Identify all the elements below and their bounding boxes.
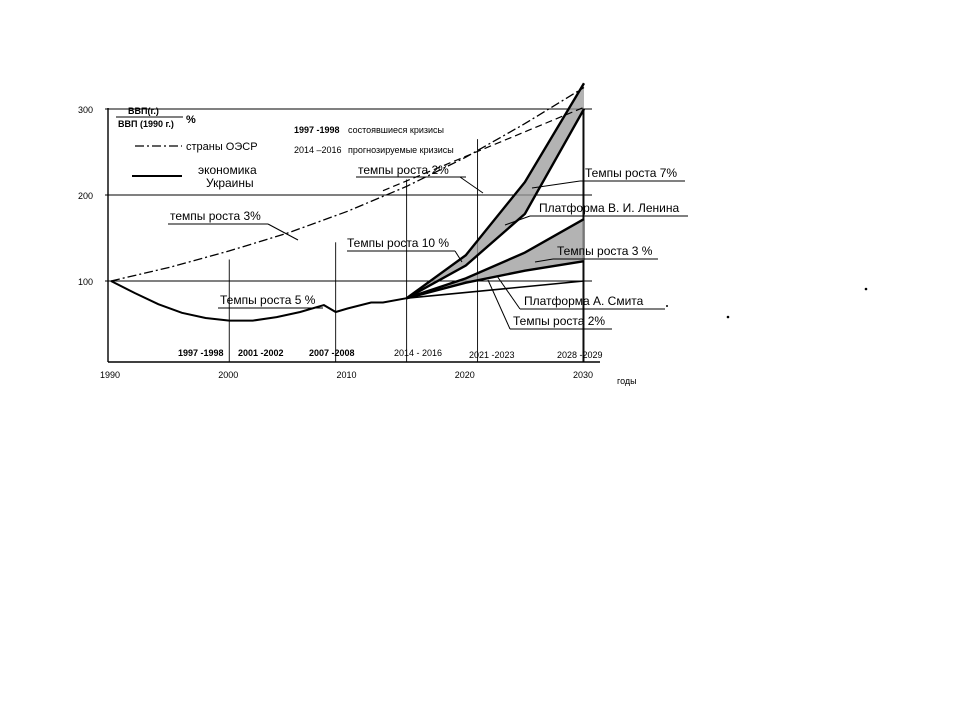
- annotation-growth-5: Темпы роста 5 %: [220, 293, 316, 307]
- annotation-growth-3-leader: [267, 223, 299, 241]
- y-tick-label-300: 300: [78, 105, 93, 115]
- crisis-label-5: 2028 -2029: [557, 350, 603, 360]
- legend-crisis-past-label: состоявшиеся кризисы: [348, 125, 444, 135]
- annotations: темпы роста 3% темпы роста 2% Темпы роста …: [168, 163, 868, 330]
- ylabel-bottom: ВВП (1990 г.): [118, 119, 174, 129]
- annotation-growth-7: Темпы роста 7%: [585, 166, 677, 180]
- annotation-growth-10: Темпы роста 10 %: [347, 236, 449, 250]
- ylabel-top: ВВП(г.): [128, 106, 159, 116]
- crisis-label-3: 2014 - 2016: [394, 348, 442, 358]
- series-line-ukraine: [110, 280, 407, 322]
- annotation-growth-2-bottom: Темпы роста 2%: [513, 314, 605, 328]
- projection-shading: [406, 83, 584, 299]
- projection-line-3: [406, 260, 585, 300]
- legend: 1997 -1998 состоявшиеся кризисы 2014 –2016…: [116, 106, 637, 386]
- annotation-growth-2-top-leader: [459, 176, 484, 194]
- legend-crisis-past: 1997 -1998: [294, 125, 340, 135]
- tick-labels: 100 200 300 1990 2000 2010 2020 2030 1997 -1998 2…: [78, 105, 603, 380]
- legend-crisis-future: 2014 –2016: [294, 145, 342, 155]
- legend-ukraine-label-2: Украины: [206, 176, 254, 190]
- annotation-growth-10-leader: [454, 250, 463, 263]
- shaded-band-low: [406, 219, 584, 299]
- legend-crisis-future-label: прогнозируемые кризисы: [348, 145, 454, 155]
- annotation-lenin: Платформа В. И. Ленина: [539, 201, 679, 215]
- artifact-dot-3: [666, 305, 668, 307]
- annotation-growth-3: темпы роста 3%: [170, 209, 261, 223]
- crisis-label-0: 1997 -1998: [178, 348, 224, 358]
- projection-line-1: [406, 108, 586, 300]
- x-tick-label-2010: 2010: [337, 370, 357, 380]
- annotation-growth-3b-leader: [534, 258, 554, 263]
- annotation-growth-2-bottom-leader: [487, 279, 511, 330]
- artifact-dot-2: [726, 315, 730, 319]
- annotation-lenin-leader: [504, 215, 531, 226]
- projection-line-4: [406, 280, 585, 299]
- annotation-smith-leader: [496, 275, 521, 310]
- annotation-smith: Платформа А. Смита: [524, 294, 644, 308]
- x-tick-label-2030: 2030: [573, 370, 593, 380]
- legend-ukraine-label-1: экономика: [198, 163, 257, 177]
- y-tick-label-200: 200: [78, 191, 93, 201]
- ylabel-unit: %: [186, 114, 196, 126]
- crisis-label-4: 2021 -2023: [469, 350, 515, 360]
- projection-line-2: [406, 218, 585, 300]
- legend-oecd-label: страны ОЭСР: [186, 141, 258, 153]
- xlabel: годы: [617, 376, 637, 386]
- x-tick-label-1990: 1990: [100, 370, 120, 380]
- artifact-dot-1: [864, 287, 868, 291]
- crisis-label-2: 2007 -2008: [309, 348, 355, 358]
- annotation-growth-3b: Темпы роста 3 %: [557, 244, 653, 258]
- x-tick-label-2020: 2020: [455, 370, 475, 380]
- crisis-label-1: 2001 -2002: [238, 348, 284, 358]
- series-line-oecd: [110, 86, 585, 282]
- annotation-growth-2-top: темпы роста 2%: [358, 163, 449, 177]
- x-tick-label-2000: 2000: [218, 370, 238, 380]
- y-tick-label-100: 100: [78, 277, 93, 287]
- annotation-growth-7-leader: [531, 180, 581, 189]
- projection-line-0: [405, 82, 586, 300]
